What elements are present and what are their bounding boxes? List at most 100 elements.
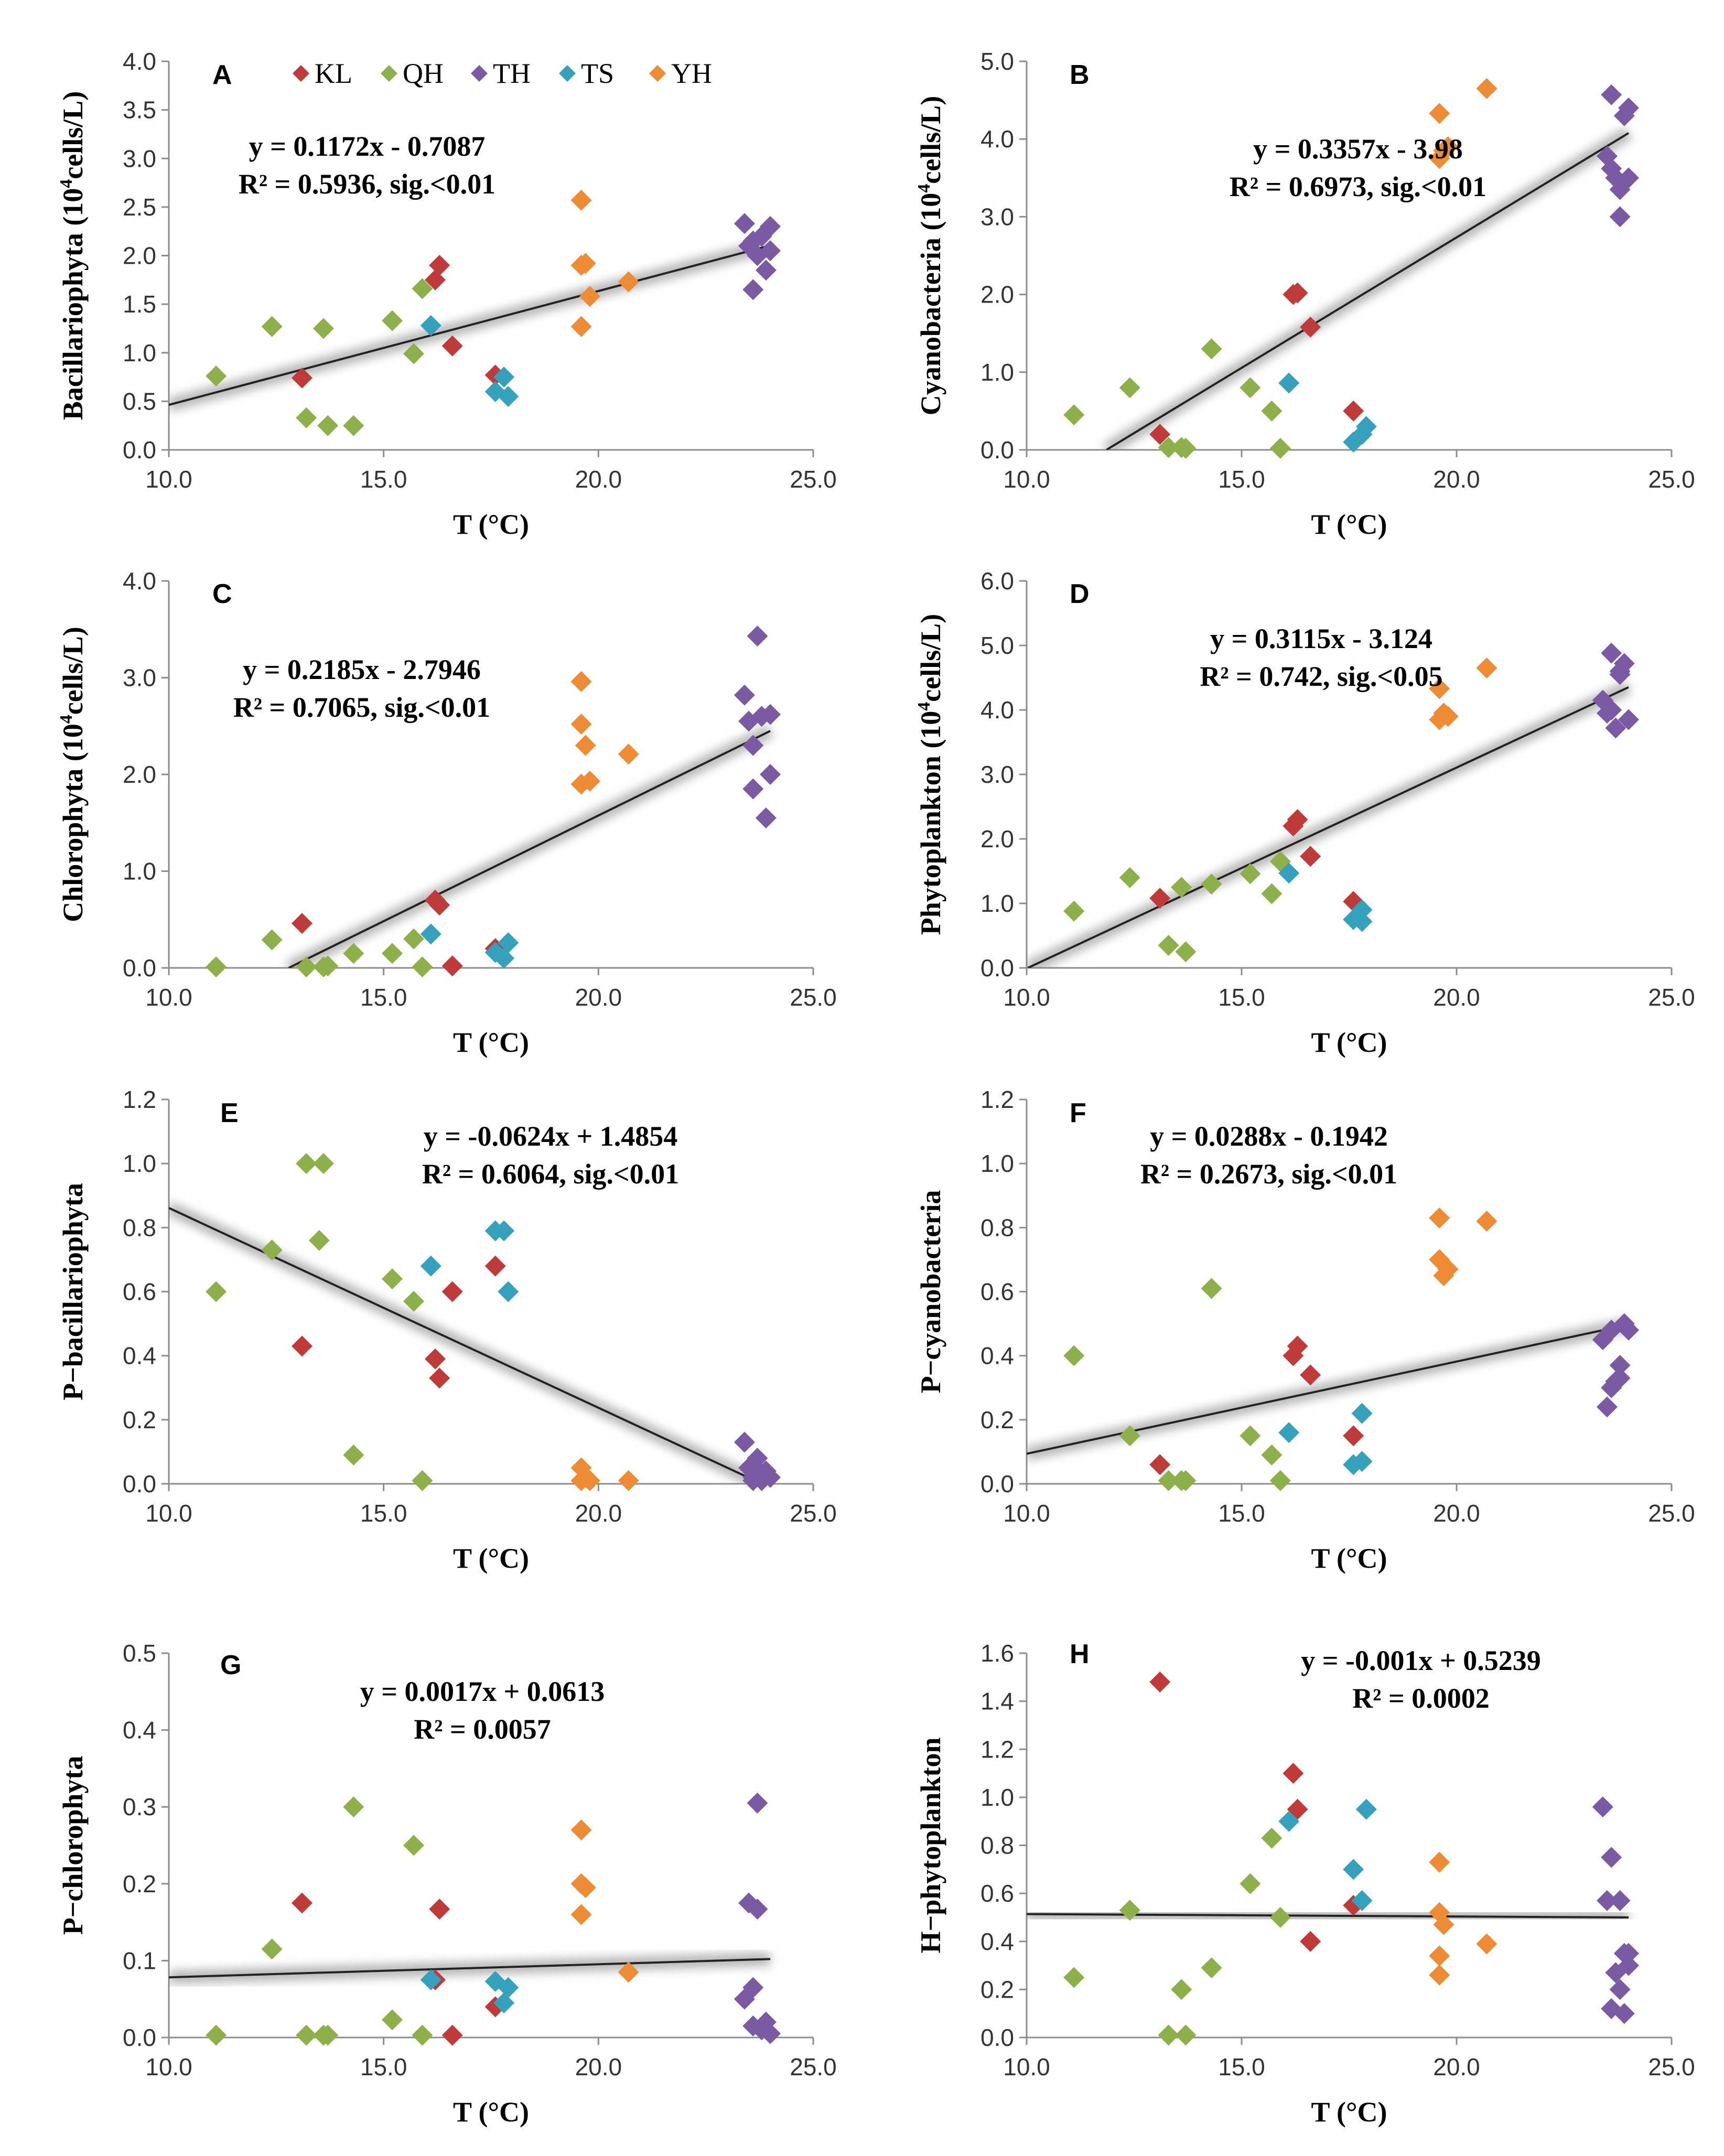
data-point-qh <box>206 956 227 978</box>
data-point-qh <box>1261 400 1283 422</box>
x-tick-label: 10.0 <box>1003 466 1050 493</box>
y-tick-label: 5.0 <box>980 48 1014 75</box>
legend-marker <box>471 65 488 82</box>
data-point-th <box>760 764 781 785</box>
x-tick-label: 25.0 <box>1648 2053 1695 2080</box>
regression-equation: y = -0.001x + 0.5239 <box>1301 1645 1541 1676</box>
regression-r2: R² = 0.5936, sig.<0.01 <box>239 168 495 200</box>
data-point-th <box>760 2023 781 2044</box>
data-point-yh <box>1476 657 1497 679</box>
data-point-qh <box>317 415 339 436</box>
y-tick-label: 5.0 <box>980 632 1014 659</box>
data-point-yh <box>570 1819 592 1841</box>
y-tick-label: 0.5 <box>123 1640 156 1667</box>
data-point-kl <box>1343 1425 1364 1447</box>
data-point-kl <box>291 1335 313 1357</box>
data-point-kl <box>429 255 450 276</box>
y-tick-label: 0.0 <box>980 2024 1014 2051</box>
legend-item-qh: QH <box>381 58 444 89</box>
data-point-ts <box>1351 1403 1373 1424</box>
panel-letter: D <box>1070 579 1090 609</box>
data-point-kl <box>1283 1763 1304 1784</box>
regression-r2: R² = 0.0002 <box>1352 1683 1489 1714</box>
y-tick-label: 1.4 <box>980 1688 1014 1715</box>
series-kl <box>291 1255 506 1389</box>
data-point-qh <box>313 1153 334 1174</box>
data-point-qh <box>403 343 425 364</box>
y-tick-label: 0.3 <box>123 1793 156 1820</box>
series-yh <box>570 189 639 337</box>
y-axis-title: Bacillariophyta (104cells/L) <box>57 91 89 420</box>
y-tick-label: 0.2 <box>980 1976 1014 2003</box>
data-point-ts <box>498 932 519 954</box>
data-point-qh <box>317 2024 339 2046</box>
legend-label: YH <box>671 58 712 89</box>
series-yh <box>1429 1851 1497 1986</box>
y-tick-label: 0.0 <box>123 954 156 982</box>
data-point-kl <box>424 1348 446 1370</box>
data-point-yh <box>618 743 639 765</box>
x-axis-title: T (°C) <box>1311 1543 1387 1574</box>
data-point-qh <box>296 2024 317 2046</box>
x-tick-label: 20.0 <box>1433 984 1480 1011</box>
legend: KL QH TH TS YH <box>293 58 712 89</box>
data-point-qh <box>1158 934 1179 956</box>
x-tick-label: 15.0 <box>1218 2053 1265 2080</box>
x-tick-label: 10.0 <box>1003 1500 1050 1527</box>
series-qh <box>1063 1278 1291 1491</box>
data-point-yh <box>618 1470 639 1491</box>
data-point-ts <box>1278 1810 1300 1832</box>
x-tick-label: 25.0 <box>790 1500 837 1527</box>
y-tick-label: 1.2 <box>123 1086 156 1113</box>
data-point-qh <box>1119 867 1140 888</box>
regression-r2: R² = 0.0057 <box>414 1713 551 1745</box>
y-tick-label: 0.0 <box>980 1470 1014 1497</box>
x-axis-title: T (°C) <box>1311 2096 1387 2128</box>
trendline <box>1106 132 1630 450</box>
series-th <box>734 626 781 829</box>
series-yh <box>570 671 639 795</box>
y-tick-label: 4.0 <box>123 48 156 75</box>
data-point-th <box>1618 97 1639 118</box>
series-kl <box>291 255 506 389</box>
data-point-yh <box>1437 136 1459 158</box>
trendline <box>1027 1323 1629 1455</box>
y-tick-label: 0.2 <box>123 1406 156 1433</box>
data-point-kl <box>429 894 450 916</box>
y-tick-label: 0.4 <box>980 1342 1014 1370</box>
x-tick-label: 25.0 <box>1648 466 1695 493</box>
data-point-yh <box>575 735 596 756</box>
regression-equation: y = 0.0017x + 0.0613 <box>360 1676 605 1707</box>
data-point-qh <box>1201 1278 1222 1299</box>
y-tick-label: 1.0 <box>980 359 1014 386</box>
data-point-kl <box>291 913 313 934</box>
data-point-qh <box>296 956 317 978</box>
y-tick-label: 3.0 <box>980 761 1014 788</box>
data-point-ts <box>420 315 441 336</box>
regression-equation: y = 0.1172x - 0.7087 <box>249 131 486 162</box>
legend-item-th: TH <box>471 58 531 89</box>
data-point-kl <box>1343 400 1364 422</box>
data-point-qh <box>1201 874 1222 895</box>
data-point-th <box>1609 1367 1631 1389</box>
data-point-kl <box>484 1255 506 1277</box>
legend-label: TS <box>581 58 614 89</box>
data-point-kl <box>1300 1364 1321 1386</box>
legend-item-ts: TS <box>559 58 614 89</box>
data-point-ts <box>493 1992 515 2014</box>
data-point-th <box>747 1899 768 1920</box>
panel-letter: F <box>1070 1098 1086 1128</box>
chart-panel-g: 0.0 0.1 0.2 0.3 0.4 0.5 10.0 15.0 20.0 25.0 T (°C)… <box>57 1640 837 2128</box>
x-tick-label: 15.0 <box>1218 466 1265 493</box>
data-point-th <box>1609 664 1631 685</box>
y-tick-label: 1.5 <box>123 290 156 318</box>
data-point-th <box>755 260 777 281</box>
y-tick-label: 1.2 <box>980 1086 1014 1113</box>
data-point-qh <box>403 1835 425 1856</box>
data-point-qh <box>206 2024 227 2046</box>
y-tick-label: 4.0 <box>980 696 1014 724</box>
panel-letter: C <box>212 579 232 609</box>
regression-equation: y = 0.3357x - 3.98 <box>1253 133 1463 165</box>
y-tick-label: 1.0 <box>980 1150 1014 1177</box>
y-tick-label: 1.6 <box>980 1640 1014 1667</box>
